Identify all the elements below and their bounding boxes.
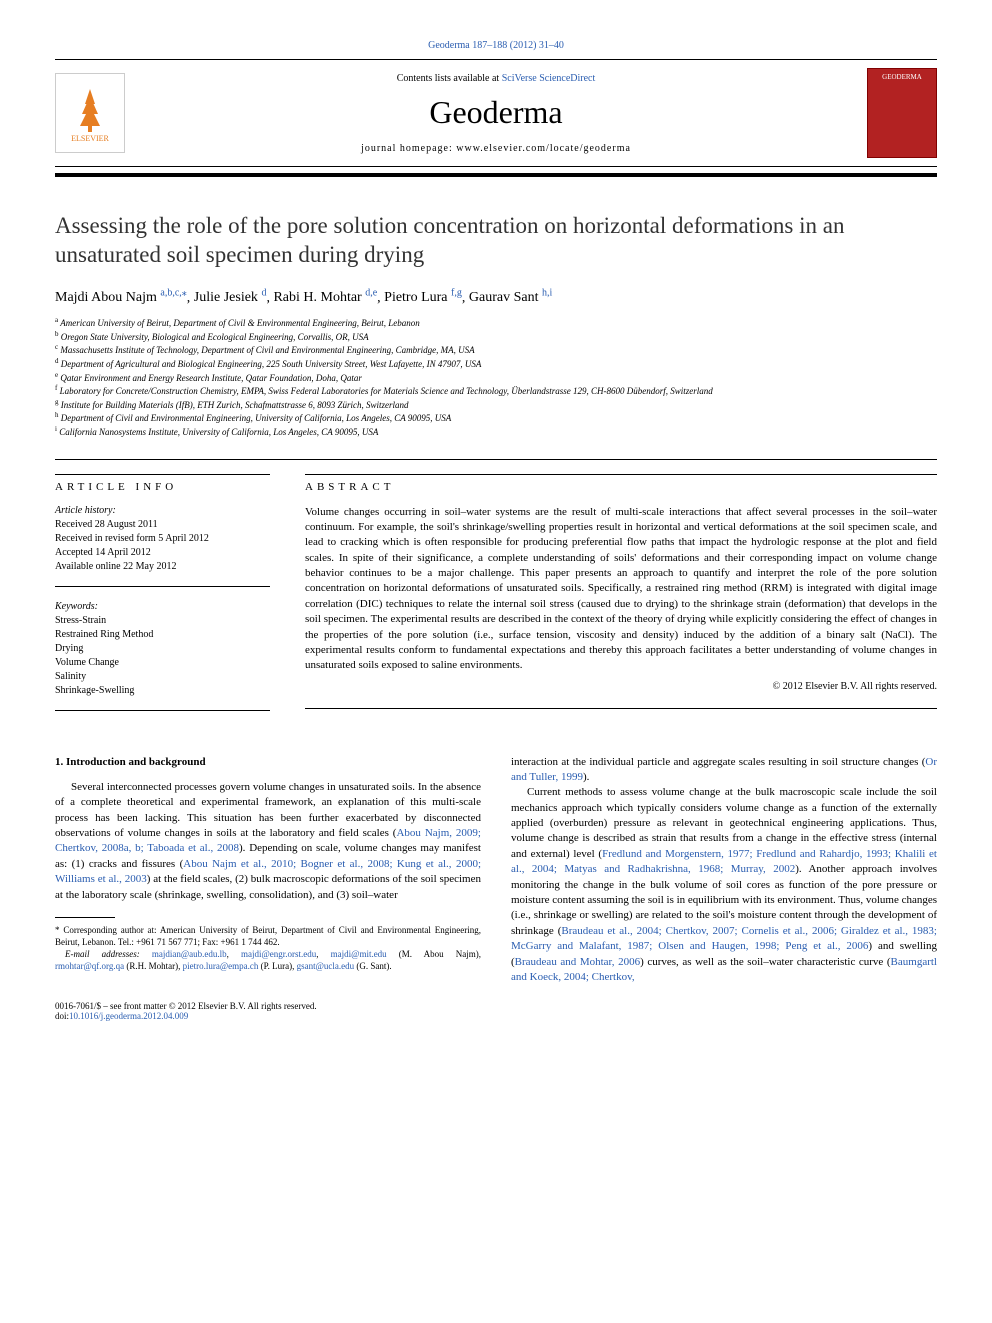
citation-line: Geoderma 187–188 (2012) 31–40 xyxy=(55,40,937,51)
keyword: Salinity xyxy=(55,670,270,684)
doi-line: doi:10.1016/j.geoderma.2012.04.009 xyxy=(55,1011,317,1021)
ref-link[interactable]: Braudeau and Mohtar, 2006 xyxy=(515,956,640,968)
keywords-label: Keywords: xyxy=(55,601,270,612)
affiliation-line: h Department of Civil and Environmental … xyxy=(55,411,937,425)
email-link[interactable]: pietro.lura@empa.ch xyxy=(183,961,259,971)
citation-link[interactable]: Geoderma 187–188 (2012) 31–40 xyxy=(428,40,564,51)
author-affil-sup: f,g xyxy=(451,288,462,299)
history-line: Accepted 14 April 2012 xyxy=(55,546,270,560)
intro-paragraph-1-cont: interaction at the individual particle a… xyxy=(511,755,937,786)
contents-prefix: Contents lists available at xyxy=(397,73,502,84)
cover-text: GEODERMA xyxy=(872,73,932,81)
affiliations: a American University of Beirut, Departm… xyxy=(55,316,937,438)
front-matter-line: 0016-7061/$ – see front matter © 2012 El… xyxy=(55,1001,317,1011)
author: Julie Jesiek d xyxy=(194,290,267,305)
section-heading-intro: 1. Introduction and background xyxy=(55,755,481,770)
abstract-copyright: © 2012 Elsevier B.V. All rights reserved… xyxy=(305,680,937,694)
homepage-line: journal homepage: www.elsevier.com/locat… xyxy=(125,143,867,154)
email-link[interactable]: gsant@ucla.edu xyxy=(297,961,355,971)
contents-line: Contents lists available at SciVerse Sci… xyxy=(125,73,867,84)
author: Rabi H. Mohtar d,e xyxy=(273,290,377,305)
history-label: Article history: xyxy=(55,505,270,516)
column-left: 1. Introduction and background Several i… xyxy=(55,755,481,986)
keyword: Volume Change xyxy=(55,656,270,670)
elsevier-tree-icon xyxy=(70,84,110,134)
journal-cover-thumbnail: GEODERMA xyxy=(867,68,937,158)
abstract-body: Volume changes occurring in soil–water s… xyxy=(305,506,937,672)
affiliation-line: c Massachusetts Institute of Technology,… xyxy=(55,343,937,357)
article-info: ARTICLE INFO Article history: Received 2… xyxy=(55,474,270,725)
article-history: Article history: Received 28 August 2011… xyxy=(55,505,270,587)
keyword: Restrained Ring Method xyxy=(55,628,270,642)
header-center: Contents lists available at SciVerse Sci… xyxy=(125,73,867,154)
corresponding-footnote: * Corresponding author at: American Univ… xyxy=(55,924,481,973)
publisher-name: ELSEVIER xyxy=(71,134,109,143)
author-affil-sup: d xyxy=(261,288,266,299)
corr-author-text: * Corresponding author at: American Univ… xyxy=(55,924,481,948)
abstract: ABSTRACT Volume changes occurring in soi… xyxy=(305,474,937,725)
intro-paragraph-1: Several interconnected processes govern … xyxy=(55,780,481,903)
journal-name: Geoderma xyxy=(125,94,867,131)
email-label: E-mail addresses: xyxy=(65,949,152,959)
keywords-section: Keywords: Stress-StrainRestrained Ring M… xyxy=(55,601,270,711)
history-line: Received in revised form 5 April 2012 xyxy=(55,532,270,546)
affiliation-line: a American University of Beirut, Departm… xyxy=(55,316,937,330)
author: Pietro Lura f,g xyxy=(384,290,462,305)
article-info-heading: ARTICLE INFO xyxy=(55,481,270,493)
homepage-prefix: journal homepage: xyxy=(361,143,456,154)
author: Gaurav Sant h,i xyxy=(469,290,552,305)
intro-paragraph-2: Current methods to assess volume change … xyxy=(511,785,937,985)
article-title: Assessing the role of the pore solution … xyxy=(55,212,937,270)
column-right: interaction at the individual particle a… xyxy=(511,755,937,986)
history-line: Received 28 August 2011 xyxy=(55,518,270,532)
email-link[interactable]: majdi@mit.edu xyxy=(331,949,387,959)
keyword: Stress-Strain xyxy=(55,614,270,628)
text: ). xyxy=(583,771,589,783)
affiliation-line: f Laboratory for Concrete/Construction C… xyxy=(55,384,937,398)
authors-line: Majdi Abou Najm a,b,c,⁎, Julie Jesiek d,… xyxy=(55,288,937,307)
abstract-text: Volume changes occurring in soil–water s… xyxy=(305,505,937,709)
text: interaction at the individual particle a… xyxy=(511,756,925,768)
homepage-url[interactable]: www.elsevier.com/locate/geoderma xyxy=(456,143,631,154)
journal-header: ELSEVIER Contents lists available at Sci… xyxy=(55,59,937,167)
keyword: Shrinkage-Swelling xyxy=(55,684,270,698)
page-footer: 0016-7061/$ – see front matter © 2012 El… xyxy=(55,1001,937,1021)
affiliation-line: g Institute for Building Materials (IfB)… xyxy=(55,398,937,412)
author-affil-sup: d,e xyxy=(365,288,377,299)
email-line: E-mail addresses: majdian@aub.edu.lb, ma… xyxy=(55,948,481,972)
affiliation-line: d Department of Agricultural and Biologi… xyxy=(55,357,937,371)
abstract-heading: ABSTRACT xyxy=(305,481,937,493)
author-affil-sup: a,b,c,⁎ xyxy=(160,288,186,299)
affiliation-line: b Oregon State University, Biological an… xyxy=(55,330,937,344)
publisher-logo: ELSEVIER xyxy=(55,73,125,153)
text: ) curves, as well as the soil–water char… xyxy=(640,956,890,968)
affiliation-line: i California Nanosystems Institute, Univ… xyxy=(55,425,937,439)
email-link[interactable]: rmohtar@qf.org.qa xyxy=(55,961,124,971)
email-link[interactable]: majdi@engr.orst.edu xyxy=(241,949,316,959)
keyword: Drying xyxy=(55,642,270,656)
affiliation-line: e Qatar Environment and Energy Research … xyxy=(55,371,937,385)
header-rule-thick xyxy=(55,173,937,177)
footnote-separator xyxy=(55,917,115,918)
footer-left: 0016-7061/$ – see front matter © 2012 El… xyxy=(55,1001,317,1021)
doi-link[interactable]: 10.1016/j.geoderma.2012.04.009 xyxy=(69,1011,188,1021)
body-columns: 1. Introduction and background Several i… xyxy=(55,755,937,986)
history-line: Available online 22 May 2012 xyxy=(55,560,270,574)
sciencedirect-link[interactable]: SciVerse ScienceDirect xyxy=(502,73,596,84)
email-link[interactable]: majdian@aub.edu.lb xyxy=(152,949,227,959)
author-affil-sup: h,i xyxy=(542,288,552,299)
author: Majdi Abou Najm a,b,c,⁎ xyxy=(55,290,187,305)
